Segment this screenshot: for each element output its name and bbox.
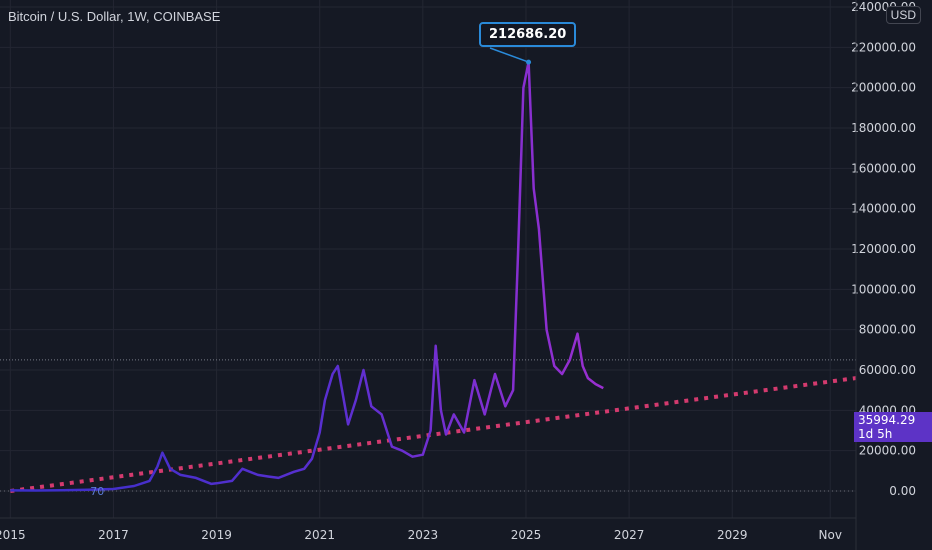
price-series[interactable] bbox=[10, 60, 605, 492]
x-tick-label: 2029 bbox=[717, 528, 748, 542]
x-tick-label: 2019 bbox=[201, 528, 232, 542]
last-price-value: 35994.29 bbox=[858, 413, 916, 427]
last-price-tag: 35994.29 1d 5h bbox=[854, 412, 932, 442]
trend-line[interactable] bbox=[10, 376, 857, 493]
x-tick-label: 2015 bbox=[0, 528, 26, 542]
y-tick-label: 100000.00 bbox=[851, 282, 916, 296]
y-tick-label: 0.00 bbox=[889, 484, 916, 498]
annotation-label: 70 bbox=[90, 485, 104, 498]
currency-selector[interactable]: USD bbox=[885, 6, 921, 24]
y-tick-label: 200000.00 bbox=[851, 81, 916, 95]
price-line[interactable] bbox=[10, 60, 604, 492]
x-tick-label: 2021 bbox=[304, 528, 335, 542]
annotations: 70 bbox=[90, 47, 532, 498]
callout-connector bbox=[489, 47, 529, 63]
x-tick-label: 2025 bbox=[511, 528, 542, 542]
x-axis[interactable]: 2015 2017 2019 2021 2023 2025 2027 2029 Nov bbox=[0, 517, 856, 542]
y-tick-label: 220000.00 bbox=[851, 40, 916, 54]
chart-grid bbox=[0, 0, 856, 518]
y-tick-label: 60000.00 bbox=[859, 363, 916, 377]
y-tick-label: 20000.00 bbox=[859, 444, 916, 458]
chart-title: Bitcoin / U.S. Dollar, 1W, COINBASE bbox=[8, 9, 221, 24]
bar-countdown: 1d 5h bbox=[858, 427, 893, 441]
x-tick-label: 2027 bbox=[614, 528, 645, 542]
y-axis[interactable]: 0.0020000.0040000.0060000.0080000.001000… bbox=[851, 0, 916, 550]
x-tick-label: 2017 bbox=[98, 528, 129, 542]
y-tick-label: 120000.00 bbox=[851, 242, 916, 256]
y-tick-label: 140000.00 bbox=[851, 202, 916, 216]
y-tick-label: 180000.00 bbox=[851, 121, 916, 135]
x-tick-label: 2023 bbox=[408, 528, 439, 542]
peak-price-callout[interactable]: 212686.20 bbox=[479, 22, 577, 47]
y-tick-label: 160000.00 bbox=[851, 161, 916, 175]
y-tick-label: 80000.00 bbox=[859, 323, 916, 337]
x-tick-label: Nov bbox=[819, 528, 842, 542]
trend-line-path[interactable] bbox=[10, 376, 857, 493]
